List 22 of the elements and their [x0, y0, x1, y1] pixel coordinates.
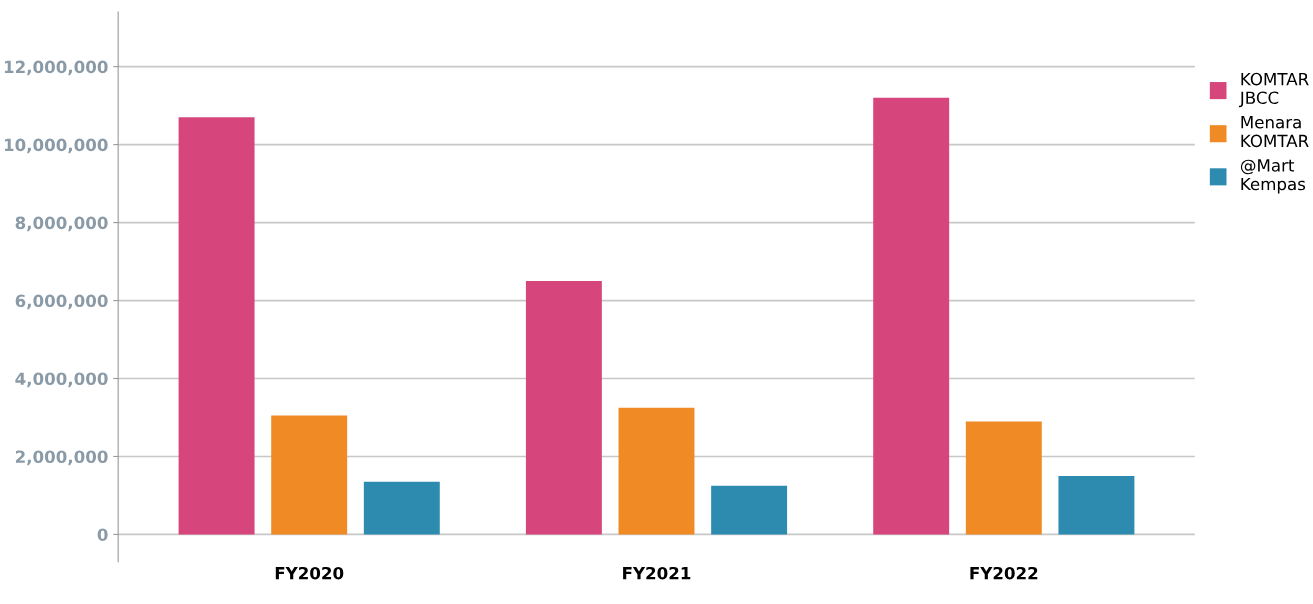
bar	[1058, 475, 1135, 535]
legend-label: KOMTAR JBCC	[1238, 72, 1309, 108]
y-tick-label: 0	[97, 528, 108, 541]
y-tick-label: 8,000,000	[15, 216, 108, 232]
bar	[525, 281, 602, 535]
legend-label: @Mart Kempas	[1240, 159, 1306, 194]
bar	[618, 407, 695, 535]
legend-label: Menara KOMTAR	[1241, 116, 1309, 148]
x-tick-label: FY2022	[970, 566, 1038, 580]
y-tick-label: 10,000,000	[4, 138, 108, 154]
bar	[873, 97, 950, 535]
bar	[363, 481, 440, 535]
y-tick-label: 12,000,000	[4, 60, 108, 76]
y-tick-label: 4,000,000	[15, 372, 108, 388]
x-tick-label: FY2021	[623, 566, 691, 580]
y-tick-label: 2,000,000	[15, 450, 108, 466]
x-tick-label: FY2020	[275, 566, 344, 580]
y-tick-label: 6,000,000	[15, 294, 108, 310]
bar	[271, 415, 348, 535]
bar	[965, 421, 1042, 535]
bar	[178, 117, 255, 535]
bar	[711, 485, 788, 535]
